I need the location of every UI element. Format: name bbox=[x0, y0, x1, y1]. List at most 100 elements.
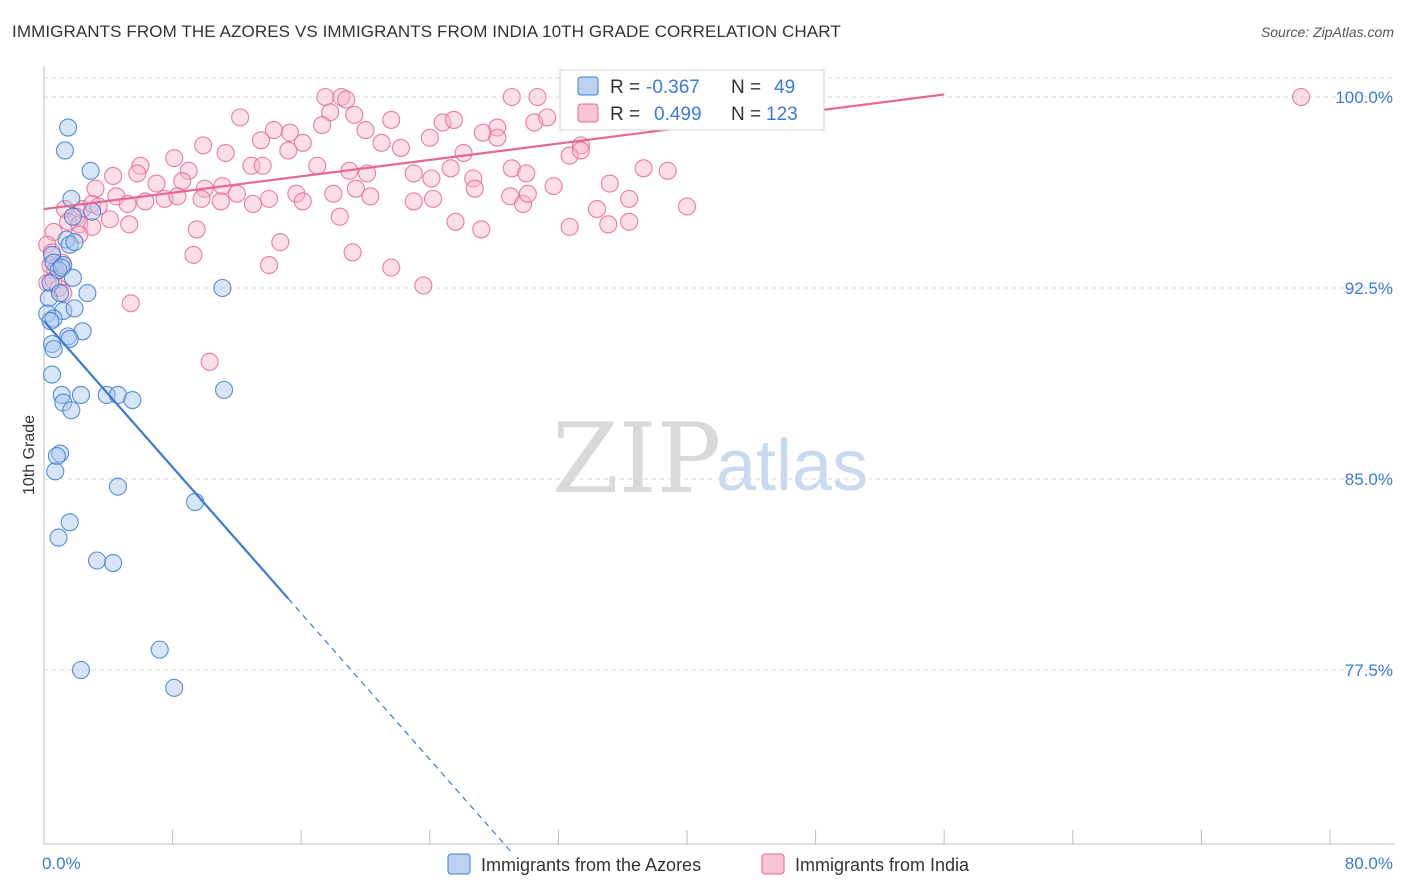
azores-point-4 bbox=[63, 207, 82, 226]
india-point-0 bbox=[316, 87, 335, 107]
india-point-34 bbox=[488, 128, 507, 147]
india-point-105 bbox=[382, 258, 401, 277]
bottom-legend-label-india: Immigrants from India bbox=[795, 855, 970, 875]
india-point-79 bbox=[243, 194, 263, 214]
azores-point-22 bbox=[44, 309, 63, 328]
india-point-25 bbox=[251, 131, 271, 150]
azores-point-40 bbox=[47, 447, 66, 466]
azores-point-36 bbox=[123, 391, 142, 410]
india-point-116 bbox=[121, 294, 140, 313]
watermark: ZIP atlas bbox=[552, 403, 868, 515]
azores-point-13 bbox=[52, 258, 71, 277]
bottom-legend-label-azores: Immigrants from the Azores bbox=[481, 855, 701, 875]
bottom-legend-swatch-india bbox=[761, 853, 785, 875]
india-point-28 bbox=[391, 138, 410, 157]
india-point-47 bbox=[441, 159, 460, 178]
india-point-85 bbox=[59, 212, 78, 231]
chart-title: IMMIGRANTS FROM THE AZORES VS IMMIGRANTS… bbox=[12, 22, 841, 41]
azores-point-39 bbox=[51, 444, 70, 463]
india-point-120 bbox=[571, 141, 590, 160]
india-point-22 bbox=[356, 121, 375, 140]
india-point-27 bbox=[372, 133, 391, 152]
india-point-117 bbox=[200, 352, 219, 371]
india-point-24 bbox=[280, 123, 299, 142]
india-point-69 bbox=[465, 179, 484, 198]
india-point-49 bbox=[502, 159, 521, 178]
azores-point-46 bbox=[87, 551, 107, 570]
india-point-56 bbox=[147, 174, 166, 193]
india-point-71 bbox=[86, 179, 105, 198]
india-point-114 bbox=[259, 256, 279, 275]
india-point-37 bbox=[165, 149, 184, 168]
azores-point-45 bbox=[49, 528, 68, 547]
y-tick-label-1: 92.5% bbox=[1345, 279, 1393, 298]
watermark-zip: ZIP bbox=[552, 403, 721, 515]
legend-n-value-2: 123 bbox=[766, 104, 798, 125]
azores-point-42 bbox=[108, 477, 127, 496]
azores-point-16 bbox=[39, 289, 58, 308]
azores-point-26 bbox=[60, 329, 79, 348]
legend-swatch-azores bbox=[577, 76, 599, 96]
india-point-4 bbox=[528, 87, 547, 107]
india-point-61 bbox=[259, 189, 279, 208]
azores-point-9 bbox=[42, 245, 62, 264]
azores-point-0 bbox=[59, 118, 78, 137]
india-point-50 bbox=[517, 164, 536, 183]
bottom-legend-swatch-azores bbox=[447, 853, 471, 875]
azores-point-38 bbox=[214, 380, 234, 399]
legend-r-label-1: R = bbox=[610, 77, 640, 98]
legend-n-value-1: 49 bbox=[774, 77, 795, 98]
india-point-46 bbox=[422, 169, 441, 188]
india-point-13 bbox=[345, 105, 364, 124]
india-point-54 bbox=[128, 164, 147, 183]
legend-n-label-1: N = bbox=[731, 77, 761, 98]
series-azores-points bbox=[38, 118, 234, 697]
azores-point-14 bbox=[63, 268, 82, 287]
india-point-68 bbox=[423, 189, 443, 208]
india-point-45 bbox=[404, 164, 423, 183]
india-point-19 bbox=[538, 108, 557, 127]
india-point-63 bbox=[293, 192, 312, 211]
x-tick-labels: 0.0% 80.0% bbox=[42, 854, 1393, 873]
y-tick-label-0: 100.0% bbox=[1335, 88, 1393, 107]
y-tick-label-2: 85.0% bbox=[1345, 470, 1393, 489]
india-point-41 bbox=[253, 156, 272, 175]
india-point-115 bbox=[184, 245, 203, 264]
azores-trend-extension bbox=[287, 598, 511, 852]
india-point-67 bbox=[404, 192, 423, 211]
india-point-101 bbox=[187, 220, 206, 239]
india-point-9 bbox=[231, 108, 250, 127]
legend-r-label-2: R = bbox=[610, 104, 640, 125]
india-point-108 bbox=[472, 220, 491, 239]
india-point-32 bbox=[279, 141, 298, 160]
india-point-33 bbox=[454, 143, 473, 163]
india-point-52 bbox=[634, 159, 653, 178]
correlation-legend: R = -0.367 N = 49 R = 0.499 N = 123 bbox=[559, 69, 825, 131]
azores-point-33 bbox=[71, 385, 91, 405]
india-point-62 bbox=[287, 184, 306, 203]
azores-point-37 bbox=[213, 278, 232, 298]
india-point-103 bbox=[330, 207, 349, 226]
azores-point-8 bbox=[65, 233, 84, 252]
india-point-64 bbox=[324, 184, 343, 203]
india-point-16 bbox=[444, 110, 463, 129]
series-legend: Immigrants from the Azores Immigrants fr… bbox=[447, 853, 970, 875]
india-point-119 bbox=[560, 217, 579, 236]
india-point-77 bbox=[192, 189, 211, 208]
india-point-30 bbox=[194, 136, 213, 155]
legend-r-value-1: -0.367 bbox=[646, 77, 700, 98]
legend-swatch-india bbox=[577, 103, 599, 123]
india-point-55 bbox=[104, 166, 123, 185]
india-point-26 bbox=[293, 133, 312, 152]
india-point-118 bbox=[518, 184, 537, 203]
india-point-39 bbox=[179, 161, 198, 180]
x-tick-label-max: 80.0% bbox=[1345, 854, 1393, 873]
india-point-57 bbox=[173, 171, 192, 191]
azores-point-32 bbox=[62, 401, 81, 420]
azores-point-29 bbox=[42, 365, 62, 384]
india-point-8 bbox=[1292, 87, 1311, 107]
india-point-53 bbox=[658, 161, 677, 180]
watermark-atlas: atlas bbox=[716, 426, 868, 506]
india-point-109 bbox=[513, 194, 533, 214]
